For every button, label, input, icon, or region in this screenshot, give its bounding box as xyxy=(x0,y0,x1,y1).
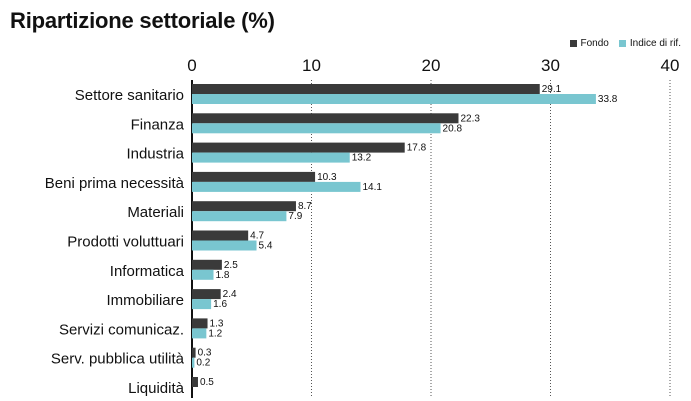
legend-label-fondo: Fondo xyxy=(580,38,609,49)
legend-item-indice: Indice di rif. xyxy=(618,38,681,49)
category-label: Immobiliare xyxy=(106,292,184,309)
bar-indice xyxy=(192,211,287,222)
bar-indice xyxy=(192,152,350,163)
bar-fondo xyxy=(192,230,249,241)
value-label-indice: 14.1 xyxy=(362,182,382,193)
category-label: Industria xyxy=(126,146,184,163)
category-label: Beni prima necessità xyxy=(45,175,185,192)
legend-swatch-fondo xyxy=(569,40,577,47)
category-label: Informatica xyxy=(110,263,185,280)
x-tick-label-0: 0 xyxy=(187,56,196,75)
bar-fondo xyxy=(192,201,296,212)
value-label-fondo: 2.5 xyxy=(224,260,238,271)
bar-indice xyxy=(192,181,361,192)
category-label: Liquidità xyxy=(128,380,185,397)
category-label: Materiali xyxy=(127,204,184,221)
value-label-indice: 1.2 xyxy=(208,328,222,339)
legend-swatch-indice xyxy=(618,40,626,47)
value-label-fondo: 10.3 xyxy=(317,172,337,183)
value-label-fondo: 4.7 xyxy=(250,231,264,242)
value-label-indice: 1.8 xyxy=(216,270,230,281)
x-tick-label-40: 40 xyxy=(661,56,680,75)
value-label-fondo: 22.3 xyxy=(460,113,480,124)
bar-indice xyxy=(192,328,207,339)
value-label-fondo: 0.3 xyxy=(198,348,212,359)
bar-fondo xyxy=(192,289,221,300)
bar-indice xyxy=(192,240,257,251)
value-label-indice: 5.4 xyxy=(259,241,273,252)
category-label: Prodotti voluttuari xyxy=(67,234,184,251)
category-label: Settore sanitario xyxy=(75,87,184,104)
x-tick-label-20: 20 xyxy=(422,56,441,75)
bar-fondo xyxy=(192,142,405,153)
category-label: Finanza xyxy=(131,116,185,133)
bar-fondo xyxy=(192,377,198,387)
bar-fondo xyxy=(192,347,196,358)
value-label-indice: 1.6 xyxy=(213,299,227,310)
bar-fondo xyxy=(192,259,222,270)
chart-legend: Fondo Indice di rif. xyxy=(569,38,681,49)
chart-title: Ripartizione settoriale (%) xyxy=(10,8,275,33)
bar-fondo xyxy=(192,171,316,182)
value-label-indice: 7.9 xyxy=(288,211,302,222)
value-label-indice: 13.2 xyxy=(352,153,372,164)
bar-fondo xyxy=(192,318,208,329)
value-label-fondo: 1.3 xyxy=(210,318,224,329)
value-label-fondo: 29.1 xyxy=(542,84,562,95)
bar-indice xyxy=(192,299,212,310)
x-tick-label-10: 10 xyxy=(302,56,321,75)
bar-indice xyxy=(192,123,441,134)
legend-item-fondo: Fondo xyxy=(569,38,609,49)
value-label-fondo: 17.8 xyxy=(407,143,427,154)
category-label: Servizi comunicaz. xyxy=(59,321,184,338)
bar-indice xyxy=(192,357,195,368)
x-tick-label-30: 30 xyxy=(541,56,560,75)
value-label-indice: 33.8 xyxy=(598,94,618,105)
value-label-indice: 20.8 xyxy=(443,123,463,134)
value-label-indice: 0.2 xyxy=(196,358,210,369)
bar-indice xyxy=(192,94,596,104)
value-label-fondo: 8.7 xyxy=(298,201,312,212)
bar-indice xyxy=(192,269,214,280)
value-label-fondo: 0.5 xyxy=(200,377,214,388)
bar-fondo xyxy=(192,113,459,124)
value-label-fondo: 2.4 xyxy=(223,289,237,300)
category-label: Serv. pubblica utilità xyxy=(51,351,185,368)
bar-fondo xyxy=(192,84,540,94)
legend-label-indice: Indice di rif. xyxy=(629,38,681,49)
